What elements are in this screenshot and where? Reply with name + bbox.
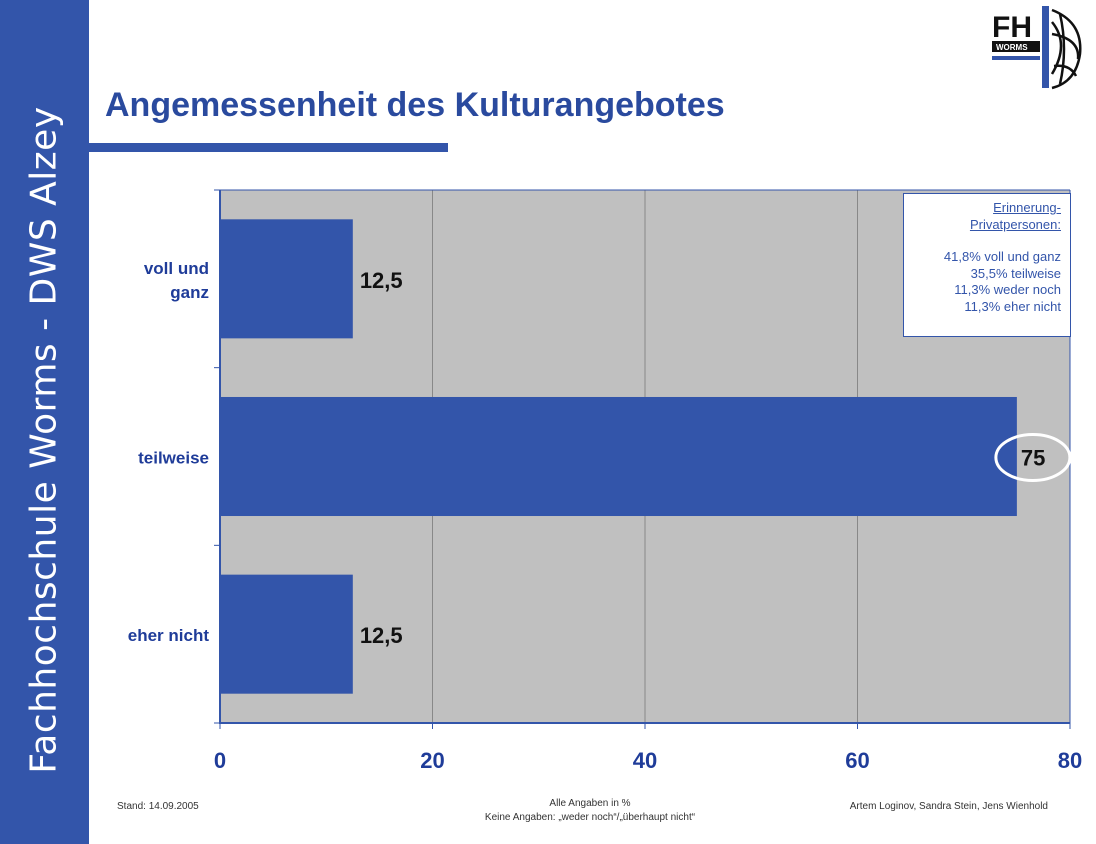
- info-line: 41,8% voll und ganz: [943, 249, 1061, 264]
- category-label: eher nicht: [128, 626, 210, 645]
- footer-notes: Alle Angaben in % Keine Angaben: „weder …: [380, 797, 800, 825]
- bar: [221, 574, 353, 694]
- footer-authors: Artem Loginov, Sandra Stein, Jens Wienho…: [849, 801, 1048, 812]
- x-tick-label: 0: [214, 748, 226, 773]
- logo-worms-text: WORMS: [996, 43, 1028, 52]
- info-line: 35,5% teilweise: [970, 265, 1061, 281]
- bar: [221, 396, 1017, 517]
- sidebar-band: Fachhochschule Worms - DWS Alzey: [0, 0, 89, 844]
- x-tick-label: 20: [420, 748, 444, 773]
- bar-value-label: 12,5: [360, 623, 403, 648]
- title-underline: [89, 143, 448, 152]
- bar-value-label: 75: [1021, 446, 1045, 471]
- bar-value-label: 12,5: [360, 268, 403, 293]
- info-box-heading: Erinnerung- Privatpersonen:: [910, 200, 1061, 233]
- bar: [221, 219, 353, 339]
- page-title: Angemessenheit des Kulturangebotes: [105, 86, 725, 124]
- info-heading-line-2: Privatpersonen:: [969, 216, 1061, 232]
- x-tick-label: 40: [633, 748, 657, 773]
- category-label: teilweise: [138, 449, 209, 468]
- info-box-reminder: Erinnerung- Privatpersonen: 41,8% voll u…: [903, 193, 1071, 337]
- highlight-ellipse: [994, 433, 1072, 482]
- category-label: voll und ganz: [144, 259, 209, 302]
- footer-date: Stand: 14.09.2005: [117, 801, 199, 812]
- footer-note-line-2: Keine Angaben: „weder noch“/„überhaupt n…: [484, 812, 696, 823]
- x-tick-label: 60: [845, 748, 869, 773]
- logo-fh-text: FH: [992, 11, 1032, 44]
- info-line: 11,3% eher nicht: [964, 298, 1061, 314]
- footer-note-line-1: Alle Angaben in %: [549, 798, 631, 809]
- fh-worms-logo: FH WORMS: [992, 6, 1082, 90]
- info-heading-line-1: Erinnerung-: [993, 200, 1061, 215]
- x-tick-label: 80: [1058, 748, 1082, 773]
- info-line: 11,3% weder noch: [954, 282, 1061, 297]
